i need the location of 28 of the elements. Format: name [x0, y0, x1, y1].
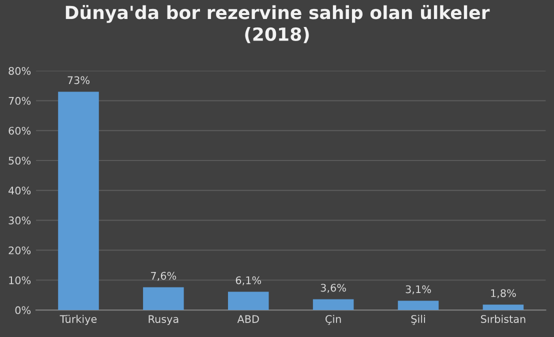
bar [482, 304, 524, 310]
bar [398, 300, 439, 310]
y-tick-label: 70% [8, 96, 31, 105]
bar [58, 92, 99, 310]
x-tick-label: Türkiye [60, 314, 97, 325]
x-tick-label: Çin [326, 314, 341, 325]
data-label: 6,1% [236, 276, 262, 286]
y-tick-label: 60% [8, 126, 31, 135]
bar [143, 287, 184, 310]
y-tick-label: 30% [8, 216, 31, 224]
y-tick-label: 40% [8, 186, 31, 195]
data-label: 7,6% [151, 272, 176, 281]
x-tick-label: Sırbistan [481, 314, 526, 323]
y-tick-label: 10% [9, 276, 31, 284]
y-tick-label: 50% [8, 156, 31, 165]
y-tick-label: 80% [8, 66, 31, 75]
x-tick-label: Şili [411, 314, 425, 325]
data-label: 3,6% [320, 284, 346, 293]
data-label: 73% [68, 76, 90, 84]
y-tick-label: 20% [8, 246, 31, 254]
data-label: 3,1% [406, 285, 431, 294]
y-tick-label: 0% [15, 306, 31, 314]
data-label: 1,8% [491, 289, 516, 298]
x-tick-label: Rusya [148, 315, 178, 325]
bar [312, 299, 354, 310]
chart-title: Dünya'da bor rezervine sahip olan ülkeler (2018) [66, 5, 490, 44]
x-tick-label: ABD [237, 315, 259, 323]
bar [228, 292, 269, 310]
